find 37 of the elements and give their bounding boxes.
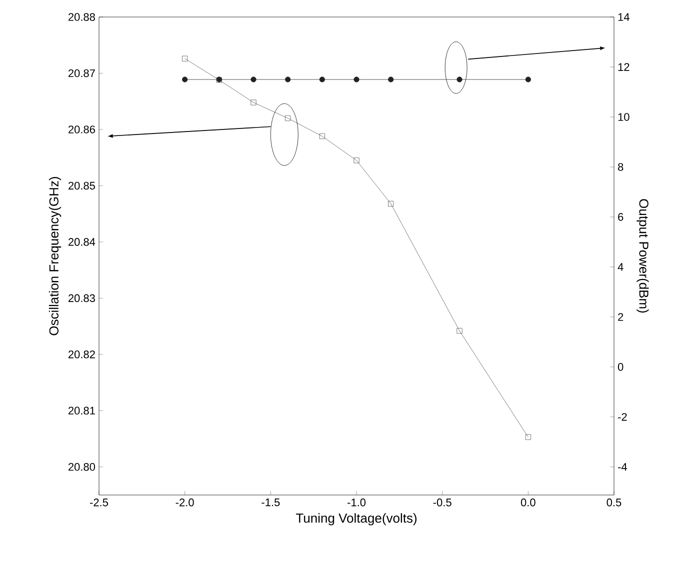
point xyxy=(250,100,256,106)
point xyxy=(456,328,462,334)
y-tick-label: 20.88 xyxy=(68,13,95,21)
y2-tick-label: 4 xyxy=(618,263,624,271)
y2-tick-label: 8 xyxy=(618,163,624,171)
y-tick-label: 20.84 xyxy=(68,238,96,246)
x-tick-label: -2.0 xyxy=(176,498,194,506)
y2-tick-label: 10 xyxy=(618,113,630,121)
y2-tick-label: 2 xyxy=(618,313,624,321)
x-tick-label: -1.5 xyxy=(262,498,280,506)
point xyxy=(525,434,531,440)
x-tick-label: -2.5 xyxy=(90,498,108,506)
y-tick-label: 20.81 xyxy=(68,406,95,415)
x-tick-label: 0.0 xyxy=(520,498,536,506)
y2-tick-label: -4 xyxy=(618,463,627,471)
y-tick-label: 20.86 xyxy=(68,126,95,134)
y-tick-label: 20.82 xyxy=(68,350,95,358)
y-tick-label: 20.80 xyxy=(68,463,96,471)
y2-tick-label: 6 xyxy=(618,213,624,221)
y-tick-label: 20.85 xyxy=(68,182,95,190)
y2-axis-title: Output Power(dBm) xyxy=(636,199,649,313)
x-tick-label: -1.0 xyxy=(348,498,366,506)
point xyxy=(354,158,360,164)
x-tick-label: -0.5 xyxy=(433,498,452,506)
point xyxy=(182,56,188,62)
x-axis-title: Tuning Voltage(volts) xyxy=(296,513,417,526)
y2-tick-label: 12 xyxy=(618,63,630,71)
y-tick-label: 20.83 xyxy=(68,294,95,302)
y2-tick-label: 14 xyxy=(618,13,630,21)
point xyxy=(388,200,394,206)
x-tick-label: 0.5 xyxy=(606,498,622,506)
point xyxy=(285,115,291,122)
y-axis-title: Oscillation Frequency(GHz) xyxy=(48,177,62,336)
point xyxy=(319,133,325,140)
y2-tick-label: 0 xyxy=(618,363,624,371)
y2-tick-label: -2 xyxy=(618,413,627,421)
y-tick-label: 20.87 xyxy=(68,69,95,78)
